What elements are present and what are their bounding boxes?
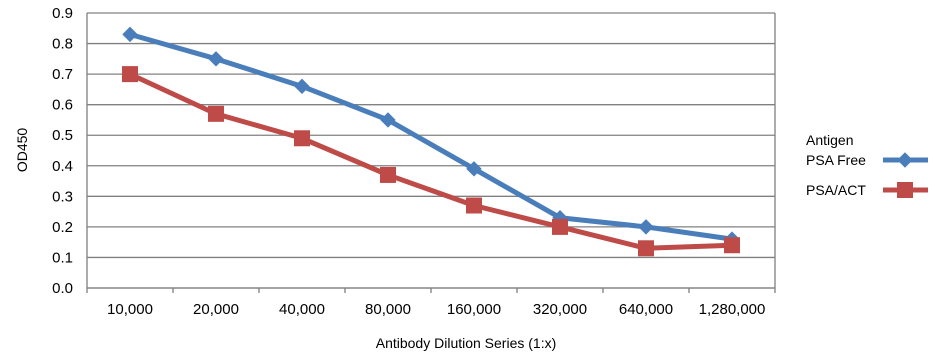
y-tick-label: 0.0 (52, 280, 73, 297)
legend: Antigen PSA Free PSA/ACT (806, 132, 928, 198)
y-axis-title: OD450 (14, 128, 30, 173)
data-point (122, 26, 138, 43)
data-point (380, 112, 396, 128)
legend-label: PSA/ACT (806, 182, 866, 198)
data-point (638, 240, 654, 257)
legend-label: PSA Free (806, 152, 866, 168)
x-tick-label: 320,000 (533, 301, 587, 318)
data-point (208, 51, 224, 67)
y-tick-label: 0.6 (52, 97, 73, 114)
legend-title: Antigen (806, 132, 853, 148)
x-tick-label: 160,000 (447, 301, 501, 318)
data-point (208, 105, 224, 122)
data-point (466, 197, 482, 214)
x-axis-title: Antibody Dilution Series (1:x) (376, 335, 557, 351)
x-tick-label: 1,280,000 (699, 301, 766, 318)
data-point (724, 237, 740, 254)
series-1 (122, 66, 740, 257)
y-tick-label: 0.7 (52, 66, 73, 83)
series (122, 26, 740, 257)
y-tick-label: 0.4 (52, 158, 73, 175)
legend-swatch-marker (897, 182, 913, 198)
data-point (466, 161, 482, 177)
data-point (638, 219, 654, 235)
legend-swatch-marker (897, 152, 913, 168)
data-point (380, 166, 396, 183)
x-tick-label: 640,000 (619, 301, 673, 318)
y-tick-label: 0.1 (52, 249, 73, 266)
y-tick-label: 0.5 (52, 127, 73, 144)
y-tick-label: 0.8 (52, 36, 73, 53)
tick-labels: 0.0 0.1 0.2 0.3 0.4 0.5 0.6 0.7 0.8 0.9 10,000 20,0… (52, 5, 765, 318)
data-point (122, 66, 138, 83)
x-tick-label: 80,000 (365, 301, 411, 318)
x-tick-label: 40,000 (279, 301, 325, 318)
series-0 (122, 26, 740, 247)
y-tick-label: 0.2 (52, 219, 73, 236)
data-point (294, 78, 310, 95)
axes (86, 13, 776, 293)
series-line (128, 71, 733, 251)
data-point (552, 218, 568, 235)
x-tick-label: 10,000 (107, 301, 153, 318)
legend-items: PSA Free PSA/ACT (806, 152, 928, 198)
y-tick-label: 0.9 (52, 5, 73, 22)
x-tick-label: 20,000 (193, 301, 239, 318)
series-line (129, 31, 733, 242)
data-point (294, 130, 310, 147)
y-tick-label: 0.3 (52, 188, 73, 205)
